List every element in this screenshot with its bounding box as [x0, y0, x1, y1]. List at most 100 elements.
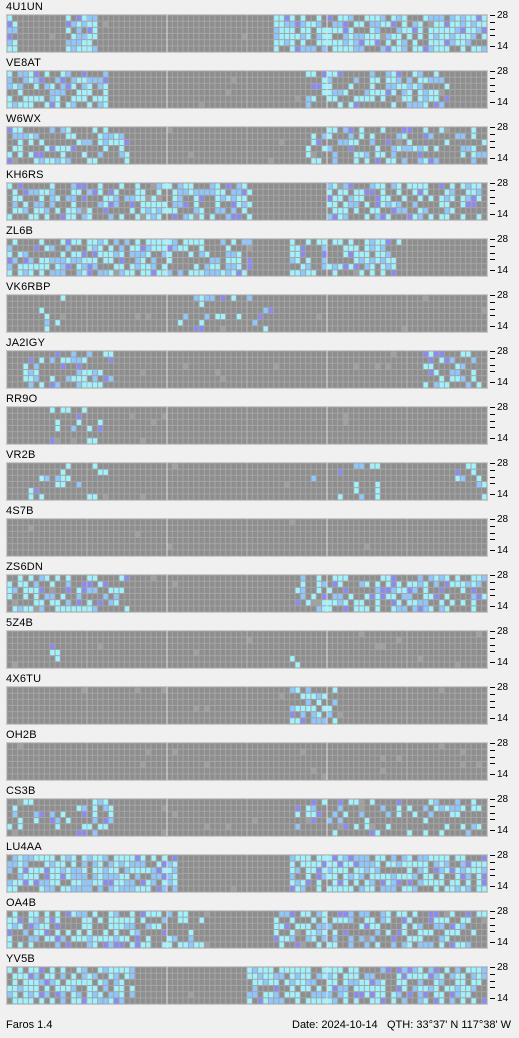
- signal-cell: [114, 376, 119, 382]
- signal-cell: [311, 46, 316, 52]
- signal-cell: [450, 264, 455, 270]
- signal-cell: [188, 158, 194, 164]
- signal-cell: [482, 426, 487, 432]
- signal-cell: [210, 326, 215, 332]
- signal-cell: [194, 407, 199, 413]
- signal-cell: [300, 432, 306, 438]
- signal-cell: [151, 102, 156, 108]
- signal-cell: [76, 432, 82, 438]
- signal-cell: [338, 301, 343, 307]
- signal-cell: [466, 183, 471, 189]
- signal-cell: [50, 183, 55, 189]
- signal-cell: [279, 295, 284, 301]
- signal-cell: [252, 326, 258, 332]
- signal-cell: [108, 146, 114, 152]
- signal-cell: [252, 214, 258, 220]
- signal-cell: [60, 320, 66, 326]
- signal-cell: [220, 152, 226, 158]
- signal-cell: [156, 27, 162, 33]
- signal-cell: [146, 27, 151, 33]
- signal-cell: [140, 239, 146, 245]
- signal-cell: [108, 83, 114, 89]
- signal-cell: [156, 370, 162, 376]
- signal-cell: [370, 320, 375, 326]
- signal-cell: [423, 71, 428, 77]
- signal-cell: [418, 326, 423, 332]
- signal-cell: [210, 239, 215, 245]
- signal-cell: [412, 83, 418, 89]
- signal-cell: [60, 46, 66, 52]
- signal-cell: [108, 363, 114, 369]
- signal-cell: [130, 214, 135, 220]
- signal-cell: [444, 71, 450, 77]
- signal-cell: [140, 382, 146, 388]
- signal-cell: [23, 307, 28, 313]
- signal-cell: [23, 183, 28, 189]
- signal-cell: [236, 258, 242, 264]
- signal-cell: [364, 90, 370, 96]
- signal-cell: [231, 258, 236, 264]
- signal-cell: [114, 351, 119, 357]
- signal-cell: [252, 239, 258, 245]
- signal-cell: [226, 251, 231, 257]
- signal-cell: [98, 463, 103, 469]
- signal-cell: [60, 413, 66, 419]
- signal-cell: [375, 152, 380, 158]
- signal-cell: [295, 214, 300, 220]
- signal-cell: [194, 419, 199, 425]
- signal-cell: [114, 27, 119, 33]
- signal-cell: [354, 320, 359, 326]
- signal-cell: [311, 357, 316, 363]
- signal-cell: [167, 407, 172, 413]
- signal-cell: [92, 407, 98, 413]
- signal-cell: [279, 40, 284, 46]
- signal-cell: [172, 195, 178, 201]
- signal-cell: [204, 295, 210, 301]
- signal-cell: [231, 382, 236, 388]
- signal-cell: [284, 463, 290, 469]
- signal-cell: [124, 357, 130, 363]
- signal-cell: [428, 376, 434, 382]
- signal-cell: [226, 202, 231, 208]
- signal-cell: [50, 152, 55, 158]
- signal-cell: [215, 146, 220, 152]
- signal-cell: [290, 382, 295, 388]
- signal-cell: [50, 258, 55, 264]
- signal-cell: [124, 40, 130, 46]
- band-tick: [490, 91, 495, 92]
- signal-cell: [242, 320, 247, 326]
- signal-cell: [258, 127, 263, 133]
- signal-cell: [156, 183, 162, 189]
- signal-cell: [231, 419, 236, 425]
- signal-cell: [28, 77, 34, 83]
- signal-cell: [151, 357, 156, 363]
- signal-cell: [146, 46, 151, 52]
- signal-cell: [162, 34, 167, 40]
- signal-cell: [204, 239, 210, 245]
- signal-cell: [108, 96, 114, 102]
- signal-cell: [242, 208, 247, 214]
- signal-cell: [396, 152, 402, 158]
- signal-cell: [151, 202, 156, 208]
- signal-cell: [455, 482, 460, 488]
- signal-cell: [188, 21, 194, 27]
- signal-cell: [375, 202, 380, 208]
- signal-cell: [455, 158, 460, 164]
- signal-cell: [210, 183, 215, 189]
- signal-cell: [375, 15, 380, 21]
- signal-cell: [252, 208, 258, 214]
- signal-cell: [423, 27, 428, 33]
- signal-cell: [146, 40, 151, 46]
- signal-cell: [476, 351, 482, 357]
- signal-cell: [471, 34, 476, 40]
- signal-cell: [183, 83, 188, 89]
- signal-cell: [23, 21, 28, 27]
- signal-cell: [364, 183, 370, 189]
- signal-cell: [322, 370, 327, 376]
- signal-cell: [140, 146, 146, 152]
- signal-cell: [18, 295, 23, 301]
- signal-cell: [396, 77, 402, 83]
- signal-cell: [71, 195, 76, 201]
- signal-cell: [146, 96, 151, 102]
- signal-cell: [396, 419, 402, 425]
